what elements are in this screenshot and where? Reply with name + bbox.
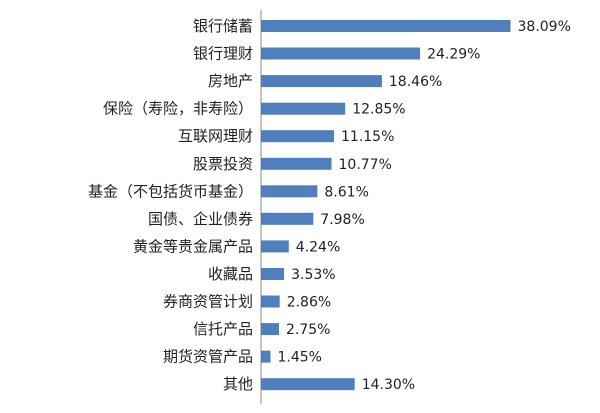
category-label-12: 期货资管产品 [163,348,253,366]
value-label-12: 1.45% [278,350,322,366]
value-label-1: 24.29% [427,47,480,63]
value-label-6: 8.61% [324,184,368,200]
bar-5 [261,157,332,170]
bar-7 [261,212,314,225]
value-label-0: 38.09% [518,19,571,35]
bar-1 [261,47,421,60]
value-label-10: 2.86% [287,295,331,311]
bar-6 [261,185,318,198]
bar-8 [261,240,289,253]
category-label-9: 收藏品 [208,265,253,283]
bar-13 [261,378,355,391]
value-label-2: 18.46% [389,74,442,90]
category-label-11: 信托产品 [193,320,253,338]
bar-10 [261,295,280,308]
category-label-2: 房地产 [208,72,253,90]
value-label-5: 10.77% [339,157,392,173]
category-label-13: 其他 [223,375,253,393]
bar-9 [261,268,285,280]
category-label-4: 互联网理财 [178,127,253,145]
value-labels-group: 38.09% 24.29% 18.46% 12.85% 11.15% 10.77% 8.61… [278,19,571,393]
value-label-7: 7.98% [320,212,364,228]
bars-group [261,20,511,391]
bar-11 [261,323,279,336]
value-label-11: 2.75% [286,322,330,338]
bar-3 [261,102,346,115]
bar-4 [261,130,334,143]
value-label-13: 14.30% [362,377,415,393]
category-label-10: 券商资管计划 [163,293,253,311]
category-label-0: 银行储蓄 [193,17,253,35]
value-label-4: 11.15% [341,129,394,145]
bar-0 [261,20,511,32]
value-label-8: 4.24% [296,239,340,255]
category-label-3: 保险（寿险，非寿险） [103,100,253,118]
bar-2 [261,75,382,88]
category-label-5: 股票投资 [193,155,253,173]
bar-12 [261,350,271,363]
value-label-9: 3.53% [291,267,335,283]
category-label-1: 银行理财 [193,45,253,63]
category-label-8: 黄金等贵金属产品 [133,237,253,255]
category-label-7: 国债、企业债券 [148,210,253,228]
value-label-3: 12.85% [352,102,405,118]
category-label-6: 基金（不包括货币基金） [88,182,253,200]
